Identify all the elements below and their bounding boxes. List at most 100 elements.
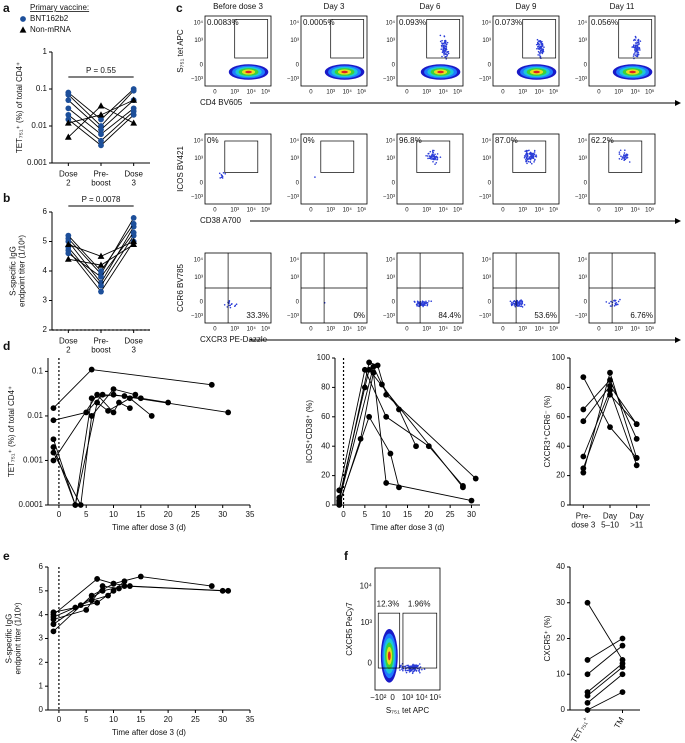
event-dot [618,151,621,153]
flow-y-tick: 0 [200,181,204,187]
marker [379,381,385,388]
event-dot [536,47,538,50]
y-tick-label: 0.0001 [19,500,44,509]
marker [580,406,587,413]
event-dot [525,157,528,159]
y-tick-label: 30 [556,598,565,607]
flow-y-tick: −10³ [479,77,491,83]
event-dot [540,41,543,43]
event-dot [618,153,621,155]
event-dot [635,36,637,39]
series-line [587,645,623,675]
event-dot [534,158,536,161]
gate [608,140,643,173]
event-dot [620,158,623,161]
y-tick-label: 10 [556,669,565,678]
event-dot [440,48,443,51]
flow-y-tick: 10⁴ [482,20,492,27]
marker [88,597,95,604]
flow-plot-frame [374,567,441,691]
event-dot [535,155,538,158]
flow-x-tick: 10³ [326,208,335,214]
series-line [53,394,229,506]
flow-y-tick: 10⁴ [290,138,300,145]
flow-y-tick: 10⁴ [194,20,204,27]
density [629,70,636,74]
column-title: Day 3 [324,2,345,11]
event-dot [439,156,442,158]
series-line [587,666,623,697]
arrow-head [675,337,681,343]
gate-percent: 0.056% [591,18,618,27]
event-dot [425,154,427,157]
event-dot [617,300,620,303]
y-tick-label: 0.1 [32,367,44,376]
gate [426,19,461,59]
event-dot [528,149,530,152]
event-dot [518,302,521,305]
marker [396,484,402,491]
marker [132,391,139,398]
y-axis-label: S-specific IgGendpoint titer (1/10ˣ) [5,602,23,674]
y-tick-label: 0 [39,705,44,714]
flow-y-tick: 10⁴ [578,20,588,27]
flow-x-tick: −10² [370,693,387,702]
event-dot [609,305,612,307]
gate [320,140,355,173]
flow-y-tick: 10⁴ [360,581,373,590]
marker [98,268,104,274]
x-tick-label: 10 [109,715,118,724]
event-dot [637,41,640,44]
flow-x-tick: 10⁵ [549,207,559,214]
event-dot [635,55,638,57]
y-tick-label: 0.001 [23,456,44,465]
flow-x-label: CXCR3 PE-Dazzle [200,335,268,344]
event-dot [406,669,409,672]
event-dot [516,299,519,302]
event-dot [410,669,413,671]
y-tick-label: 100 [552,353,566,362]
event-dot [634,52,636,54]
event-dot [530,157,532,160]
y-tick-label: 6 [39,562,44,571]
event-dot [430,300,433,303]
event-dot [625,153,627,156]
event-dot [426,303,429,306]
flow-y-tick: 10³ [194,38,203,44]
event-dot [415,669,418,672]
y-tick-label: 2 [39,657,44,666]
event-dot [608,302,611,304]
y-tick-label: 100 [317,353,331,362]
flow-x-tick: 10⁴ [247,207,257,214]
marker [584,671,591,678]
event-dot [526,162,528,165]
event-dot [634,48,636,51]
flow-plot-frame [492,133,560,205]
flow-y-tick: 0 [200,63,204,69]
x-tick-label: 35 [246,510,255,519]
event-dot [443,54,445,56]
event-dot [416,302,419,304]
event-dot [420,302,422,305]
event-dot [510,303,513,305]
flow-y-tick: 10³ [290,156,299,162]
marker [50,417,57,424]
event-dot [537,54,539,56]
flow-plot-frame [588,15,656,87]
flow-plot-frame [492,15,560,87]
event-dot [431,156,433,159]
flow-x-tick: 10³ [518,208,527,214]
flow-y-tick: 10⁴ [386,20,396,27]
marker [366,359,373,366]
marker [130,220,137,227]
event-dot [525,151,528,153]
event-dot [401,668,403,670]
marker [383,480,390,486]
flow-x-tick: 10⁴ [535,89,545,96]
gate-percent: 12.3% [377,600,400,609]
marker [383,413,390,420]
event-dot [533,161,535,163]
marker [126,405,133,411]
marker [208,583,215,589]
marker [584,707,591,713]
